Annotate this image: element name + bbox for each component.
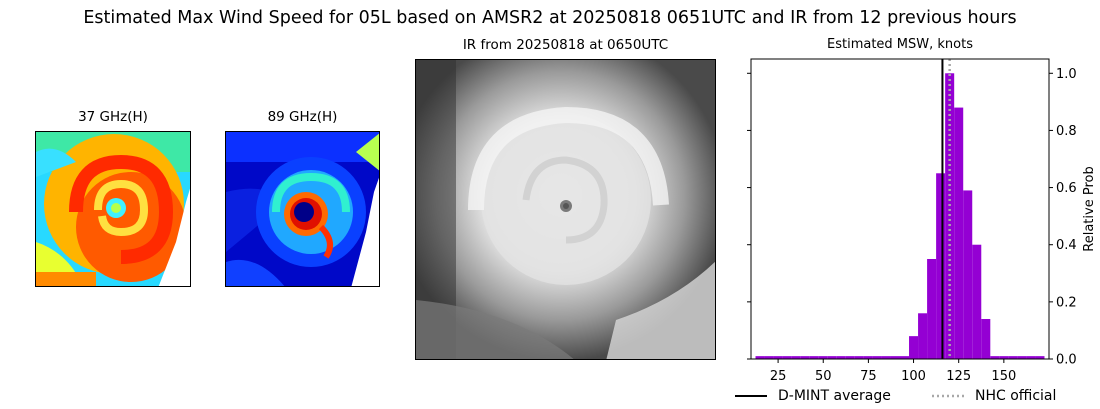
y-tick-label: 0.8: [1056, 124, 1077, 139]
x-tick-label: 150: [991, 369, 1016, 384]
histogram-bar: [900, 356, 910, 359]
histogram-bar: [827, 356, 837, 359]
figure-title: Estimated Max Wind Speed for 05L based o…: [83, 8, 1017, 28]
x-tick-label: 50: [815, 369, 832, 384]
panel-37ghz-title: 37 GHz(H): [78, 109, 148, 125]
histogram-bar: [881, 356, 891, 359]
histogram-bar: [1035, 356, 1045, 359]
plot-frame: [750, 58, 1050, 360]
histogram-bar: [999, 356, 1009, 359]
y-tick-label: 0.2: [1056, 295, 1077, 310]
histogram-bar: [845, 356, 855, 359]
histogram-bar: [854, 356, 864, 359]
histogram-bar: [990, 356, 1000, 359]
panel-ir-image: [415, 59, 716, 360]
histogram-bar: [782, 356, 792, 359]
histogram-bar: [791, 356, 801, 359]
histogram-bar: [918, 313, 928, 359]
x-tick-label: 125: [946, 369, 971, 384]
histogram-bar: [909, 336, 919, 359]
panel-89ghz-image: [225, 131, 380, 287]
histogram-bar: [981, 319, 991, 359]
histogram-bar: [954, 107, 964, 359]
histogram-bar: [809, 356, 819, 359]
histogram-bar: [936, 173, 946, 359]
histogram-bar: [764, 356, 774, 359]
panel-ir-title: IR from 20250818 at 0650UTC: [462, 37, 669, 53]
legend-dmint-label: D-MINT average: [778, 388, 891, 404]
histogram-bar: [818, 356, 828, 359]
histogram-bar: [1017, 356, 1027, 359]
legend-nhc-label: NHC official: [975, 388, 1057, 404]
panel-37ghz-image: [35, 131, 191, 287]
histogram-bar: [927, 259, 937, 359]
x-tick-label: 100: [901, 369, 926, 384]
y-tick-label: 0.0: [1056, 353, 1077, 368]
x-tick-label: 75: [860, 369, 877, 384]
panel-89ghz-title: 89 GHz(H): [267, 109, 338, 125]
chart-title: Estimated MSW, knots: [827, 37, 973, 52]
y-tick-label: 0.6: [1056, 181, 1077, 196]
histogram-bar: [755, 356, 765, 359]
y-tick-label: 1.0: [1056, 67, 1077, 82]
histogram-bar: [945, 73, 955, 360]
histogram-bar: [963, 190, 973, 359]
histogram-bar: [972, 244, 982, 359]
histogram-bar: [863, 356, 873, 359]
x-tick-label: 25: [770, 369, 787, 384]
histogram-bar: [773, 356, 783, 359]
y-tick-label: 0.4: [1056, 238, 1077, 253]
y-axis-label: Relative Prob: [1082, 166, 1097, 251]
histogram-bar: [1008, 356, 1018, 359]
histogram-bar: [1026, 356, 1036, 359]
histogram-bar: [836, 356, 846, 359]
histogram-bar: [800, 356, 810, 359]
histogram-bar: [890, 356, 900, 359]
histogram-bar: [872, 356, 882, 359]
